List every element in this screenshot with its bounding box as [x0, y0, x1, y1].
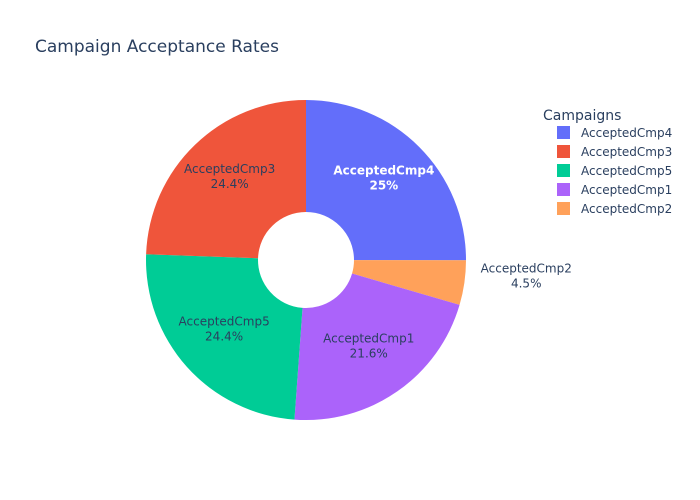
slice-label-acceptedcmp4: AcceptedCmp4 25% — [333, 163, 434, 192]
slice-acceptedcmp1[interactable] — [294, 273, 460, 421]
slice-label-acceptedcmp1: AcceptedCmp1 21.6% — [323, 331, 414, 360]
donut-slices — [146, 100, 466, 421]
slice-acceptedcmp2[interactable] — [352, 260, 466, 305]
slice-label-acceptedcmp5: AcceptedCmp5 24.4% — [179, 314, 270, 343]
legend-item-acceptedcmp1[interactable]: AcceptedCmp1 — [557, 183, 672, 197]
legend-item-acceptedcmp2[interactable]: AcceptedCmp2 — [557, 202, 672, 216]
legend-label: AcceptedCmp3 — [581, 145, 672, 159]
legend-title: Campaigns — [543, 108, 621, 124]
slice-acceptedcmp4[interactable] — [306, 100, 466, 261]
legend-item-acceptedcmp3[interactable]: AcceptedCmp3 — [557, 145, 672, 159]
legend-swatch — [557, 202, 570, 215]
legend-label: AcceptedCmp5 — [581, 164, 672, 178]
legend-swatch — [557, 126, 570, 139]
slice-labels: AcceptedCmp4 25% AcceptedCmp2 4.5% AcceptedC… — [179, 162, 572, 361]
legend-swatch — [557, 183, 570, 196]
legend-label: AcceptedCmp4 — [581, 126, 672, 140]
slice-label-acceptedcmp2: AcceptedCmp2 4.5% — [481, 262, 572, 291]
slice-acceptedcmp3[interactable] — [146, 100, 306, 259]
legend-label: AcceptedCmp1 — [581, 183, 672, 197]
chart-title: Campaign Acceptance Rates — [35, 37, 279, 57]
legend-swatch — [557, 145, 570, 158]
legend-label: AcceptedCmp2 — [581, 202, 672, 216]
legend-item-acceptedcmp4[interactable]: AcceptedCmp4 — [557, 126, 672, 140]
slice-label-acceptedcmp3: AcceptedCmp3 24.4% — [184, 162, 275, 191]
legend-item-acceptedcmp5[interactable]: AcceptedCmp5 — [557, 164, 672, 178]
legend-swatch — [557, 164, 570, 177]
slice-acceptedcmp5[interactable] — [146, 254, 303, 420]
legend[interactable]: Campaigns AcceptedCmp4 AcceptedCmp3 Accept… — [543, 108, 672, 216]
